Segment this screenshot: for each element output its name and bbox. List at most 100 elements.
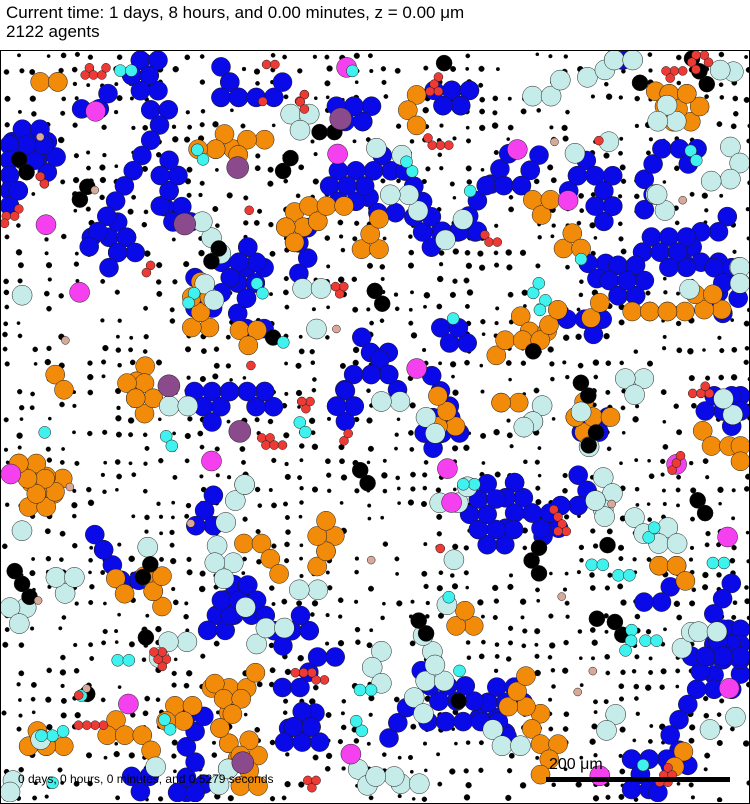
black-small-agent (61, 447, 66, 451)
black-small-agent (354, 220, 360, 226)
blue-agent (695, 401, 716, 421)
black-small-agent (326, 416, 332, 421)
black-small-agent (73, 668, 80, 674)
black-small-agent (325, 712, 332, 718)
black-small-agent (420, 500, 428, 508)
black-small-agent (271, 502, 277, 509)
orange-agent (548, 734, 568, 754)
cyan-agent (125, 64, 138, 77)
orange-agent (134, 403, 155, 424)
blue-agent (634, 592, 654, 612)
cyan-agent (574, 252, 588, 266)
orange-agent (446, 616, 466, 636)
cyan-agent (349, 714, 363, 728)
black-small-agent (649, 724, 654, 728)
cyan-agent (114, 64, 127, 77)
black-small-agent (127, 208, 134, 215)
black-small-agent (562, 334, 570, 341)
black-small-agent (578, 544, 585, 551)
orange-agent (36, 497, 56, 517)
black-small-agent (603, 81, 609, 87)
black-small-agent (85, 206, 91, 212)
black-small-agent (284, 473, 291, 480)
black-small-agent (4, 95, 11, 102)
black-small-agent (479, 363, 484, 368)
orange-agent (152, 596, 172, 617)
black-small-agent (18, 766, 24, 773)
black-small-agent (310, 360, 316, 365)
black-small-agent (88, 599, 94, 606)
black-small-agent (368, 795, 374, 801)
pale-cyan-agent (585, 490, 606, 511)
cyan-agent (717, 556, 731, 570)
black-small-agent (731, 346, 738, 353)
agent-count-label: 2122 agents (6, 22, 100, 41)
black-small-agent (295, 193, 301, 199)
blue-agent (326, 396, 347, 416)
black-small-agent (354, 488, 360, 494)
black-small-agent (33, 362, 38, 366)
black-small-agent (74, 460, 80, 466)
black-small-agent (269, 796, 276, 802)
black-small-agent (115, 415, 122, 422)
black-small-agent (366, 417, 373, 424)
black-small-agent (155, 359, 163, 366)
black-small-agent (157, 417, 162, 422)
black-small-agent (159, 531, 164, 536)
black-small-agent (128, 752, 135, 759)
black-small-agent (478, 767, 484, 773)
black-small-agent (59, 669, 67, 676)
orange-agent (239, 730, 259, 751)
pale-cyan-agent (413, 703, 434, 724)
black-small-agent (299, 573, 304, 579)
black-agent (18, 163, 35, 181)
black-small-agent (85, 752, 93, 759)
black-small-agent (339, 500, 344, 505)
black-small-agent (508, 194, 514, 200)
black-small-agent (691, 587, 697, 593)
black-small-agent (562, 360, 567, 365)
black-small-agent (396, 417, 401, 422)
blue-agent (708, 222, 729, 242)
black-small-agent (199, 474, 204, 479)
black-small-agent (45, 696, 52, 703)
black-small-agent (29, 626, 35, 631)
black-agent (311, 123, 328, 141)
cyan-agent (706, 556, 720, 570)
black-small-agent (746, 780, 750, 786)
black-agent (587, 424, 605, 441)
red-agent (90, 720, 100, 730)
blue-agent (412, 222, 433, 242)
cyan-agent (619, 644, 632, 657)
black-small-agent (592, 795, 600, 802)
black-small-agent (142, 165, 148, 172)
black-small-agent (30, 391, 36, 397)
orange-agent (590, 293, 610, 313)
pale-cyan-agent (596, 720, 617, 741)
black-small-agent (421, 347, 427, 353)
black-small-agent (382, 236, 387, 241)
black-small-agent (662, 180, 667, 184)
black-small-agent (675, 668, 681, 674)
black-small-agent (298, 514, 303, 519)
blue-agent (477, 534, 497, 555)
orange-agent (307, 556, 327, 577)
black-small-agent (128, 461, 133, 466)
pale-cyan-agent (624, 384, 645, 405)
black-small-agent (243, 195, 249, 201)
black-small-agent (662, 419, 667, 424)
black-small-agent (142, 488, 148, 494)
orange-agent (360, 224, 380, 244)
red-agent (553, 526, 563, 537)
blue-agent (643, 154, 663, 174)
blue-agent (568, 465, 588, 485)
black-small-agent (549, 642, 556, 649)
cyan-agent (182, 296, 195, 310)
black-small-agent (184, 136, 191, 143)
black-agent (410, 612, 427, 629)
black-small-agent (17, 389, 23, 395)
cyan-agent (539, 294, 552, 307)
blue-agent (130, 80, 151, 101)
black-small-agent (183, 682, 190, 689)
black-small-agent (463, 277, 470, 284)
